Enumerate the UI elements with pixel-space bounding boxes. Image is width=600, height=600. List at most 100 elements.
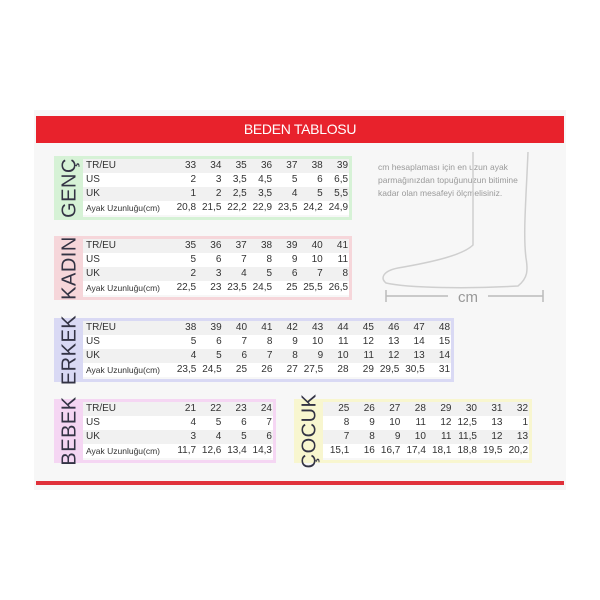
- size-cell: 39: [286, 240, 298, 251]
- row-label: US: [86, 254, 100, 265]
- size-cell: 10: [311, 254, 323, 265]
- foot-illustration-icon: cm: [382, 151, 544, 306]
- size-cell: 24,2: [303, 202, 323, 213]
- size-cell: 13: [388, 336, 400, 347]
- size-cell: 17,4: [406, 445, 426, 456]
- row-label: TR/EU: [86, 240, 116, 251]
- size-cell: 6: [241, 350, 248, 361]
- size-cell: 26: [261, 364, 273, 375]
- size-cell: 20,8: [176, 202, 197, 213]
- table-row: 7 8 9 10 11 11,5 12 13: [323, 430, 529, 444]
- category-band: BEBEK: [57, 396, 83, 466]
- size-cell: 5: [190, 254, 197, 265]
- size-cell: 4: [190, 417, 197, 428]
- size-cell: 25: [286, 282, 298, 293]
- size-cell: 34: [210, 160, 222, 171]
- size-cell: 15,1: [329, 445, 350, 456]
- table-row: US 4 5 6 7: [83, 416, 273, 430]
- size-cell: 16,7: [380, 445, 401, 456]
- size-cell: 20,2: [508, 445, 529, 456]
- size-cell: 19,5: [483, 445, 503, 456]
- size-cell: 8: [266, 336, 273, 347]
- table-row: 15,1 16 16,7 17,4 18,1 18,8 19,5 20,2: [323, 444, 529, 458]
- size-cell: 8: [342, 268, 349, 279]
- size-cell: 7: [266, 417, 272, 428]
- table-row: Ayak Uzunluğu(cm) 11,7 12,6 13,4 14,3: [83, 444, 273, 458]
- size-cell: 39: [210, 322, 222, 333]
- size-cell: 38: [185, 322, 197, 333]
- size-cell: 5: [266, 268, 273, 279]
- size-cell: 35: [184, 240, 197, 251]
- row-label: UK: [86, 431, 100, 442]
- category-label: BEBEK: [58, 396, 81, 466]
- size-cell: 13: [491, 417, 503, 428]
- size-rows: TR/EU 33 34 35 36 37 38 39 US 2 3 3,5 4,5 5 6 6,5 UK 1 2 2,…: [83, 159, 349, 217]
- size-cell: 4: [291, 188, 298, 199]
- size-cell: 9: [369, 417, 375, 428]
- size-cell: 7: [241, 254, 247, 265]
- category-label: KADIN: [58, 236, 81, 300]
- size-cell: 14,3: [252, 445, 272, 456]
- size-cell: 41: [336, 240, 349, 251]
- size-cell: 31: [438, 364, 451, 375]
- size-cell: 6: [215, 254, 222, 265]
- size-cell: 37: [235, 240, 247, 251]
- category-band: KADIN: [57, 236, 83, 300]
- size-cell: 14: [438, 350, 451, 361]
- size-cell: 5: [190, 336, 197, 347]
- size-cell: 10: [389, 417, 401, 428]
- page-title: BEDEN TABLOSU: [36, 116, 564, 143]
- size-cell: 9: [394, 431, 401, 442]
- size-cell: 7: [343, 431, 350, 442]
- table-row: US 5 6 7 8 9 10 11 12 13 14 15: [83, 335, 451, 349]
- size-cell: 31: [491, 403, 503, 414]
- size-cell: 11,5: [458, 431, 477, 442]
- size-cell: 26,5: [328, 282, 349, 293]
- size-cell: 47: [413, 322, 425, 333]
- size-rows: TR/EU 38 39 40 41 42 43 44 45 46 47 48 US 5 6 7 8 9 10 11 12…: [83, 321, 451, 379]
- size-cell: 22,9: [252, 202, 273, 213]
- size-cell: 27: [389, 403, 401, 414]
- size-cell: 6: [317, 174, 323, 185]
- size-cell: 8: [266, 254, 273, 265]
- size-cell: 18,1: [431, 445, 452, 456]
- table-row: UK 2 3 4 5 6 7 8: [83, 267, 349, 281]
- size-cell: 8: [343, 417, 350, 428]
- category-band: ÇOCUK: [297, 394, 323, 468]
- size-cell: 11: [337, 254, 349, 265]
- size-cell: 32: [516, 403, 529, 414]
- category-label: ÇOCUK: [298, 393, 321, 469]
- size-cell: 46: [388, 322, 400, 333]
- size-cell: 12,5: [457, 417, 477, 428]
- table-row: 25 26 27 28 29 30 31 32: [323, 402, 529, 416]
- bottom-divider: [36, 481, 564, 485]
- size-cell: 28: [337, 364, 349, 375]
- size-cell: 28: [414, 403, 426, 414]
- size-cell: 5: [291, 174, 298, 185]
- size-cell: 14: [413, 336, 425, 347]
- foot-unit-label: cm: [458, 289, 478, 306]
- size-cell: 6: [241, 417, 247, 428]
- size-cell: 18,8: [457, 445, 477, 456]
- size-cell: 13: [413, 350, 425, 361]
- table-row: Ayak Uzunluğu(cm) 23,5 24,5 25 26 27 27,5 28 29 2…: [83, 363, 451, 377]
- size-cell: 29: [440, 403, 452, 414]
- size-cell: 29,5: [379, 364, 400, 375]
- size-cell: 12: [388, 350, 400, 361]
- size-cell: 36: [260, 160, 273, 171]
- category-label: ERKEK: [58, 314, 81, 386]
- row-label: US: [86, 336, 100, 347]
- size-cell: 41: [261, 322, 273, 333]
- size-cell: 8: [292, 350, 298, 361]
- size-cell: 5: [215, 417, 222, 428]
- size-cell: 39: [336, 160, 349, 171]
- table-row: TR/EU 35 36 37 38 39 40 41: [83, 239, 349, 253]
- size-cell: 27,5: [303, 364, 324, 375]
- size-cell: 2: [190, 268, 197, 279]
- size-cell: 7: [266, 350, 273, 361]
- size-cell: 3: [215, 268, 222, 279]
- size-cell: 6: [291, 268, 298, 279]
- row-label: US: [86, 174, 100, 185]
- size-cell: 24: [260, 403, 272, 414]
- size-cell: 3,5: [258, 188, 273, 199]
